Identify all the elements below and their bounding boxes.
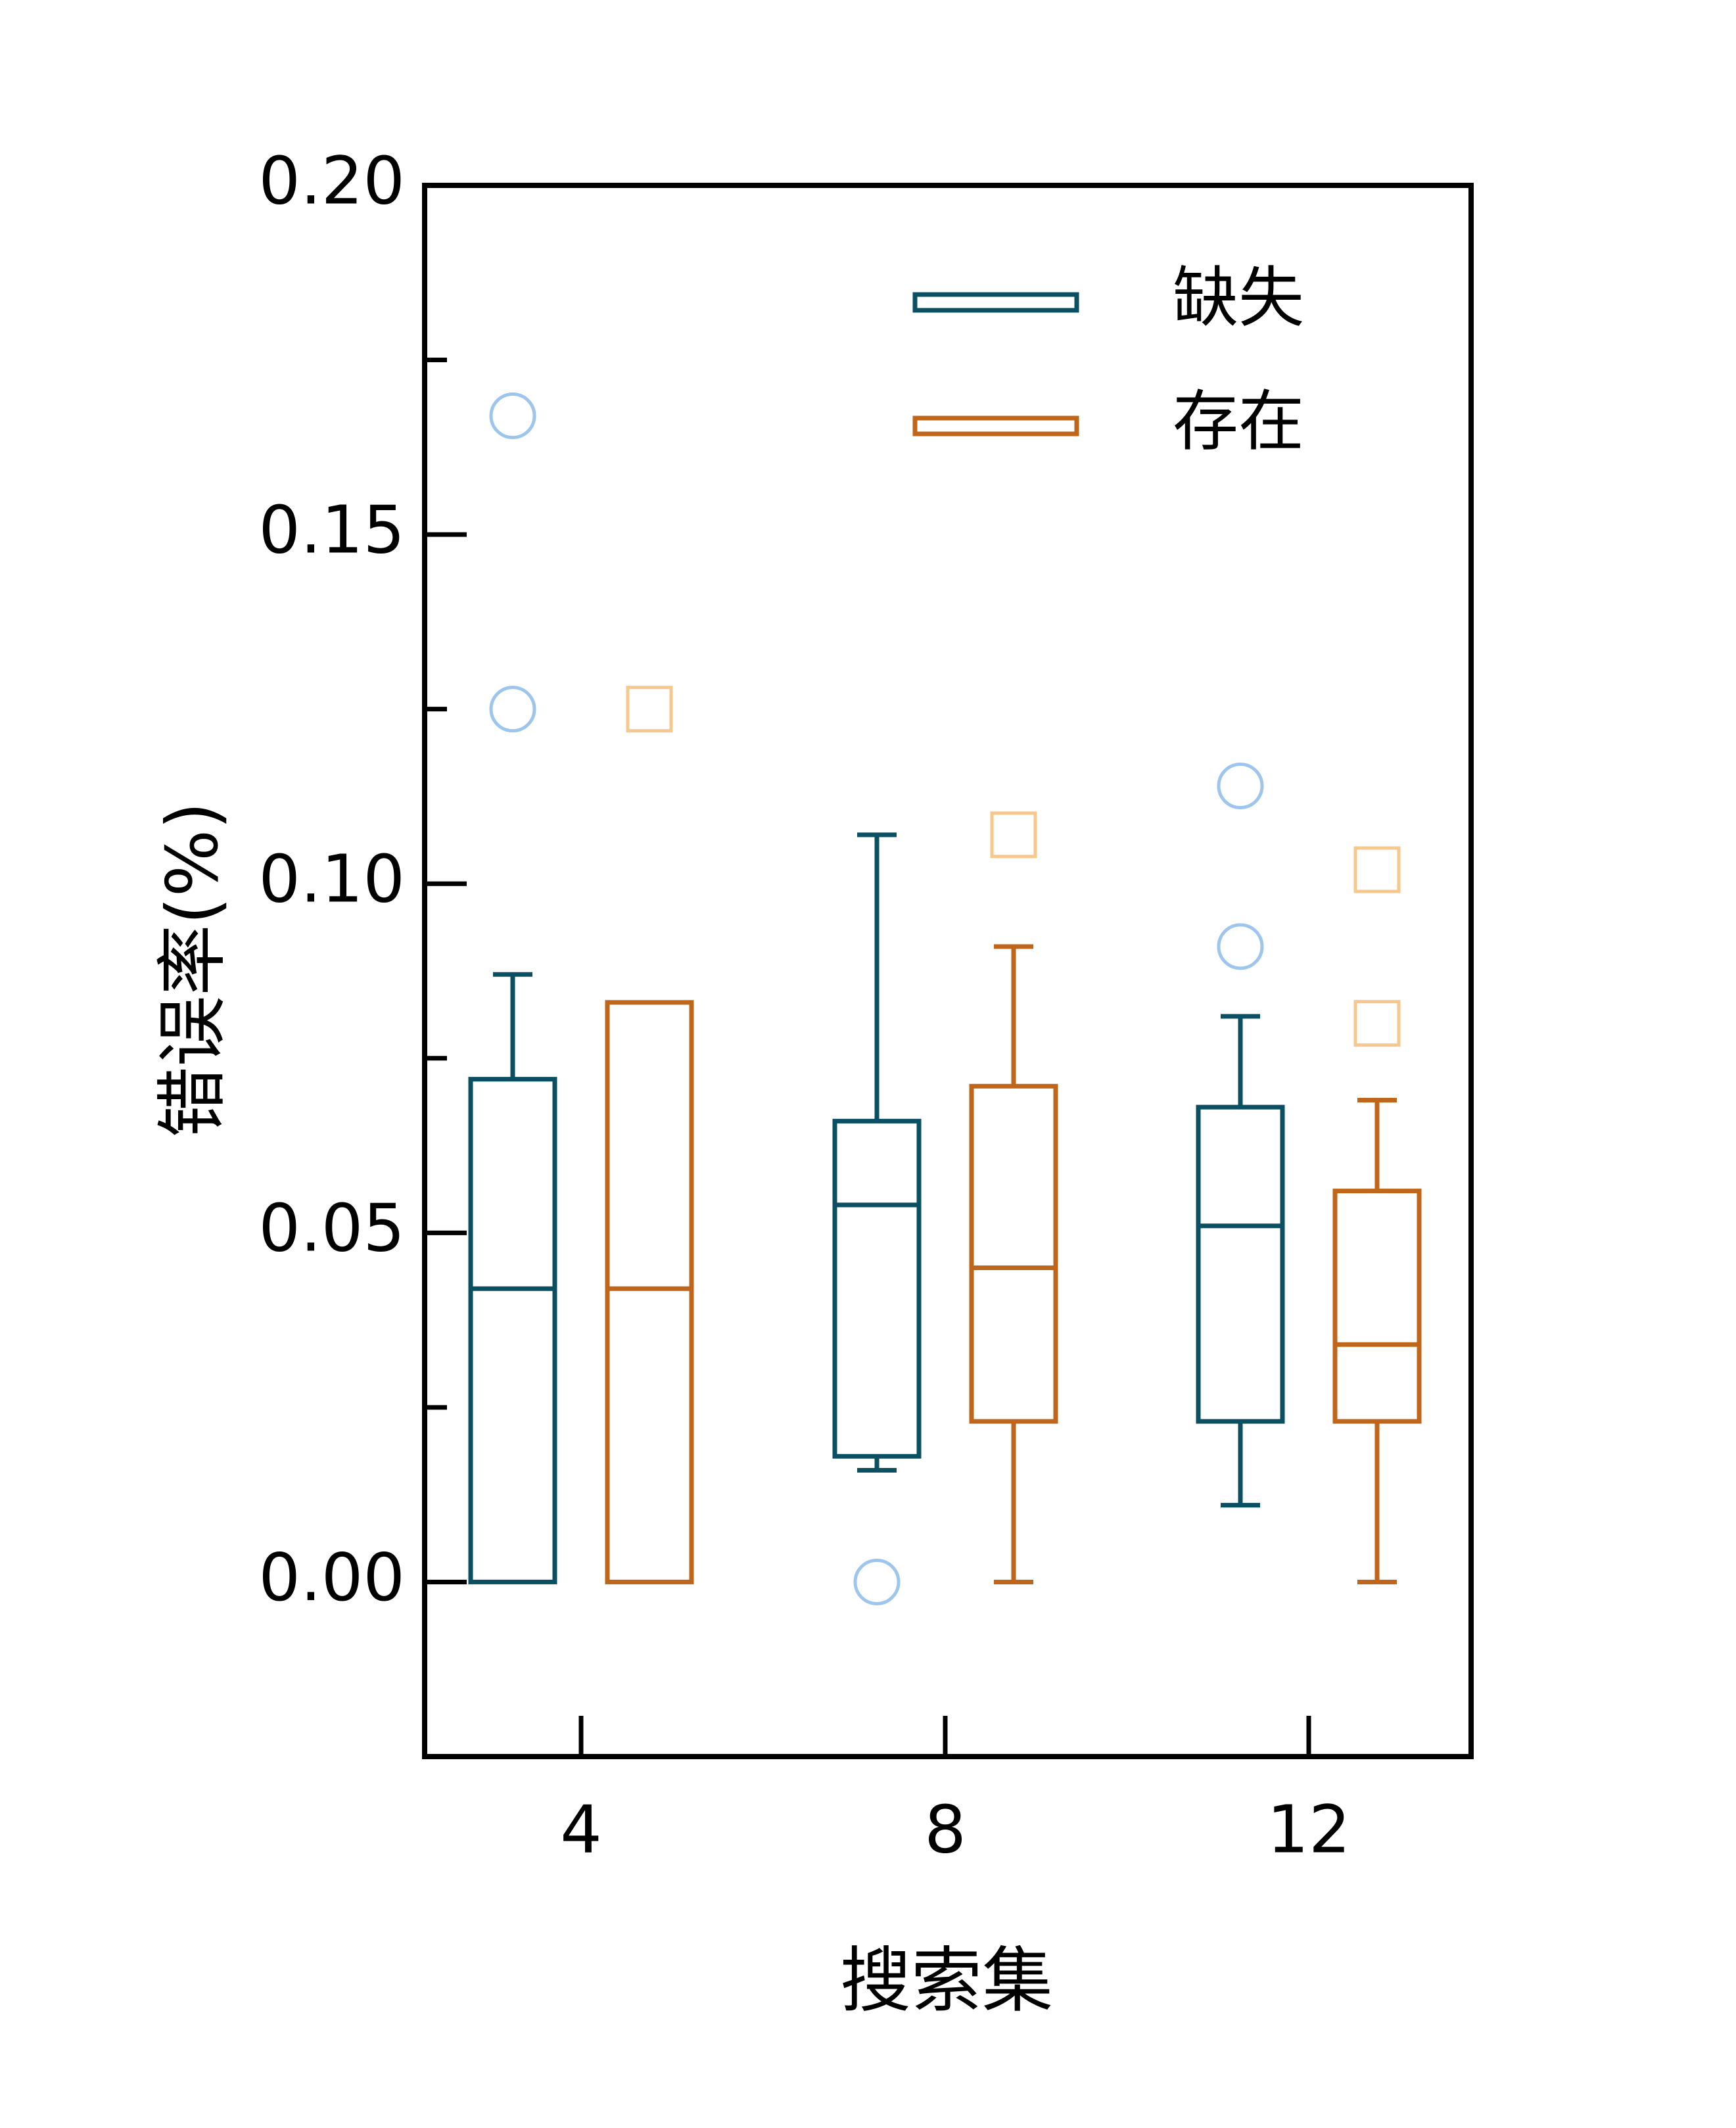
y-axis-title: 错误率(%) xyxy=(152,802,234,1138)
y-tick-label: 0.20 xyxy=(258,142,405,219)
box-iqr xyxy=(1196,1104,1285,1424)
box-iqr xyxy=(605,1000,694,1584)
box-group xyxy=(969,811,1058,1584)
box-iqr xyxy=(468,1077,557,1584)
box-group xyxy=(605,686,694,1584)
x-tick-label: 8 xyxy=(924,1791,966,1868)
outlier-point xyxy=(489,392,536,440)
outlier-point xyxy=(853,1558,901,1605)
plot-area xyxy=(468,392,1422,1605)
y-tick-label: 0.15 xyxy=(258,491,405,568)
plot-frame xyxy=(422,183,1474,1759)
outlier-point xyxy=(1353,1000,1401,1047)
legend-swatch xyxy=(912,415,1079,437)
x-tick-label: 12 xyxy=(1267,1791,1350,1868)
box-iqr xyxy=(969,1083,1058,1424)
outlier-point xyxy=(1217,763,1264,810)
axes: 0.00 0.05 0.10 0.15 0.20 4 8 12 xyxy=(258,142,1350,1868)
box-group xyxy=(1332,846,1422,1584)
legend-swatch xyxy=(912,292,1079,313)
x-tick-label: 4 xyxy=(560,1791,602,1868)
outlier-point xyxy=(1353,846,1401,893)
y-tick-label: 0.05 xyxy=(258,1190,405,1267)
x-axis-title: 搜索集 xyxy=(840,1940,1053,2022)
outlier-point xyxy=(990,811,1037,859)
box-group xyxy=(832,832,922,1605)
box-group xyxy=(1196,763,1285,1508)
outlier-point xyxy=(489,686,536,733)
legend-label: 缺失 xyxy=(1173,259,1304,336)
y-tick-label: 0.10 xyxy=(258,841,405,918)
box-iqr xyxy=(1332,1189,1422,1424)
outlier-point xyxy=(626,686,673,733)
y-tick-label: 0.00 xyxy=(258,1539,405,1616)
box-group xyxy=(468,392,557,1584)
box-iqr xyxy=(832,1118,922,1459)
outlier-point xyxy=(1217,923,1264,970)
legend-label: 存在 xyxy=(1173,383,1304,460)
